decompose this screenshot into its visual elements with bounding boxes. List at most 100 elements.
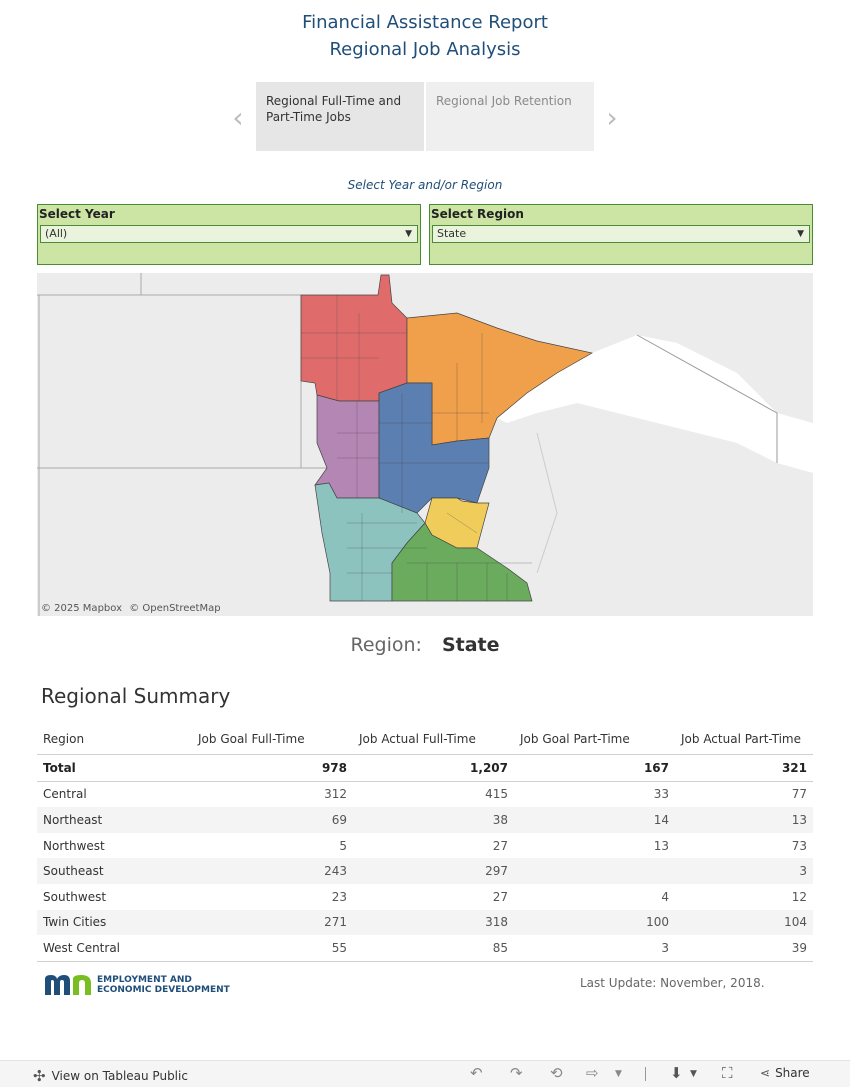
- year-dropdown-value: (All): [45, 227, 68, 240]
- cell-region: Northeast: [37, 807, 192, 833]
- cell-actual-pt: 12: [791, 889, 807, 904]
- column-header-actual-pt[interactable]: Job Actual Part-Time: [675, 723, 813, 755]
- region-map[interactable]: © 2025 Mapbox © OpenStreetMap: [37, 273, 813, 616]
- page-title: Financial Assistance Report Regional Job…: [0, 9, 850, 63]
- minnesota-map-svg: [37, 273, 813, 616]
- refresh-icon[interactable]: ⇨: [586, 1064, 599, 1082]
- redo-icon[interactable]: ↷: [510, 1064, 523, 1082]
- table-row[interactable]: Northwest 5 27 13 73: [37, 833, 813, 859]
- cell-actual-pt: 104: [675, 909, 813, 936]
- title-line-1: Financial Assistance Report: [302, 12, 548, 33]
- map-attribution: © 2025 Mapbox © OpenStreetMap: [41, 603, 225, 614]
- region-dropdown-value: State: [437, 227, 467, 240]
- cell-goal-ft: 55: [192, 935, 353, 962]
- cell-region: Southwest: [43, 889, 107, 904]
- region-northwest: [300, 274, 408, 402]
- tableau-logo-icon: ✣: [33, 1067, 46, 1085]
- cell-actual-ft: 318: [353, 909, 514, 936]
- share-label: Share: [775, 1066, 810, 1080]
- logo-text: EMPLOYMENT AND ECONOMIC DEVELOPMENT: [97, 975, 230, 995]
- story-tab-job-retention[interactable]: Regional Job Retention: [426, 82, 594, 151]
- cell-region: West Central: [37, 935, 192, 962]
- logo-line-2: ECONOMIC DEVELOPMENT: [97, 985, 230, 995]
- mn-logo-icon: [45, 975, 91, 995]
- cell-goal-pt: 3: [514, 935, 675, 962]
- story-tab-label: Regional Job Retention: [436, 94, 572, 108]
- table-row[interactable]: Southeast 243 297 3: [37, 858, 813, 884]
- cell-goal-ft: 5: [339, 838, 347, 853]
- cell-actual-ft: 85: [353, 935, 514, 962]
- summary-table: Region Job Goal Full-Time Job Actual Ful…: [37, 723, 813, 962]
- cell-actual-pt: 77: [791, 787, 807, 802]
- share-button[interactable]: ⋖ Share: [760, 1066, 810, 1080]
- cell-actual-pt: 321: [675, 754, 813, 782]
- cell-actual-pt: 39: [675, 935, 813, 962]
- cell-region: Central: [43, 787, 87, 802]
- region-value: State: [441, 634, 500, 656]
- cell-actual-pt: 73: [791, 838, 807, 853]
- cell-actual-ft: 297: [353, 858, 514, 884]
- osm-attribution[interactable]: © OpenStreetMap: [129, 603, 221, 614]
- table-row[interactable]: Central 312 415 33 77: [37, 781, 813, 807]
- cell-region: Total: [37, 754, 192, 782]
- region-label: Region:: [350, 634, 422, 656]
- undo-icon[interactable]: ↶: [470, 1064, 483, 1082]
- cell-actual-ft: 38: [353, 807, 514, 833]
- share-icon: ⋖: [760, 1066, 771, 1080]
- story-tab-full-part-time[interactable]: Regional Full-Time and Part-Time Jobs: [256, 82, 424, 151]
- cell-region: Northwest: [43, 838, 105, 853]
- cell-actual-pt: 3: [675, 858, 813, 884]
- region-filter-label: Select Region: [431, 207, 524, 221]
- cell-goal-pt: 167: [514, 754, 675, 782]
- cell-goal-ft: 69: [192, 807, 353, 833]
- column-header-goal-ft[interactable]: Job Goal Full-Time: [192, 723, 353, 755]
- tableau-toolbar: ✣ View on Tableau Public ↶ ↷ ⟲ ⇨ ▼ ⬇ ▼ ⛶…: [0, 1060, 850, 1087]
- cell-actual-ft: 27: [492, 838, 508, 853]
- cell-region: Twin Cities: [37, 909, 192, 936]
- refresh-dropdown-icon[interactable]: ▼: [615, 1069, 622, 1079]
- view-on-tableau-button[interactable]: ✣ View on Tableau Public: [33, 1067, 188, 1085]
- cell-goal-pt: 4: [661, 889, 669, 904]
- year-filter: Select Year (All) ▼: [37, 204, 421, 265]
- table-row[interactable]: Total 978 1,207 167 321: [37, 754, 813, 782]
- year-dropdown[interactable]: (All) ▼: [40, 225, 418, 243]
- cell-goal-pt: 100: [514, 909, 675, 936]
- cell-actual-ft: 415: [485, 787, 508, 802]
- column-header-actual-ft[interactable]: Job Actual Full-Time: [353, 723, 514, 755]
- column-header-region[interactable]: Region: [37, 723, 192, 755]
- last-update-text: Last Update: November, 2018.: [580, 976, 765, 990]
- cell-goal-pt: 14: [514, 807, 675, 833]
- story-tab-label: Regional Full-Time and Part-Time Jobs: [266, 94, 402, 124]
- cell-goal-pt: [514, 858, 675, 884]
- region-selection-display: Region: State: [0, 634, 850, 656]
- download-dropdown-icon[interactable]: ▼: [690, 1069, 697, 1079]
- cell-goal-ft: 243: [192, 858, 353, 884]
- next-story-arrow-icon[interactable]: ›: [606, 100, 618, 134]
- table-row[interactable]: Southwest 23 27 4 12: [37, 884, 813, 910]
- fullscreen-icon[interactable]: ⛶: [722, 1064, 733, 1082]
- view-on-tableau-label: View on Tableau Public: [51, 1069, 188, 1083]
- cell-goal-pt: 33: [653, 787, 669, 802]
- table-header-row: Region Job Goal Full-Time Job Actual Ful…: [37, 723, 813, 755]
- previous-story-arrow-icon[interactable]: ‹: [232, 100, 244, 134]
- deed-logo[interactable]: EMPLOYMENT AND ECONOMIC DEVELOPMENT: [43, 971, 230, 999]
- title-line-2: Regional Job Analysis: [329, 39, 521, 60]
- table-row[interactable]: Northeast 69 38 14 13: [37, 807, 813, 833]
- column-header-goal-pt[interactable]: Job Goal Part-Time: [514, 723, 675, 755]
- toolbar-divider: [645, 1067, 646, 1081]
- cell-goal-ft: 312: [324, 787, 347, 802]
- logo-line-1: EMPLOYMENT AND: [97, 975, 192, 985]
- dropdown-arrow-icon: ▼: [797, 229, 804, 239]
- table-row[interactable]: Twin Cities 271 318 100 104: [37, 909, 813, 936]
- filter-caption: Select Year and/or Region: [347, 178, 503, 192]
- region-filter: Select Region State ▼: [429, 204, 813, 265]
- revert-icon[interactable]: ⟲: [550, 1064, 563, 1082]
- cell-actual-pt: 13: [675, 807, 813, 833]
- summary-title: Regional Summary: [41, 684, 231, 708]
- region-dropdown[interactable]: State ▼: [432, 225, 810, 243]
- region-west-central: [314, 394, 380, 499]
- mapbox-attribution[interactable]: © 2025 Mapbox: [41, 603, 122, 614]
- download-icon[interactable]: ⬇: [670, 1064, 683, 1082]
- table-row[interactable]: West Central 55 85 3 39: [37, 935, 813, 962]
- cell-goal-ft: 978: [192, 754, 353, 782]
